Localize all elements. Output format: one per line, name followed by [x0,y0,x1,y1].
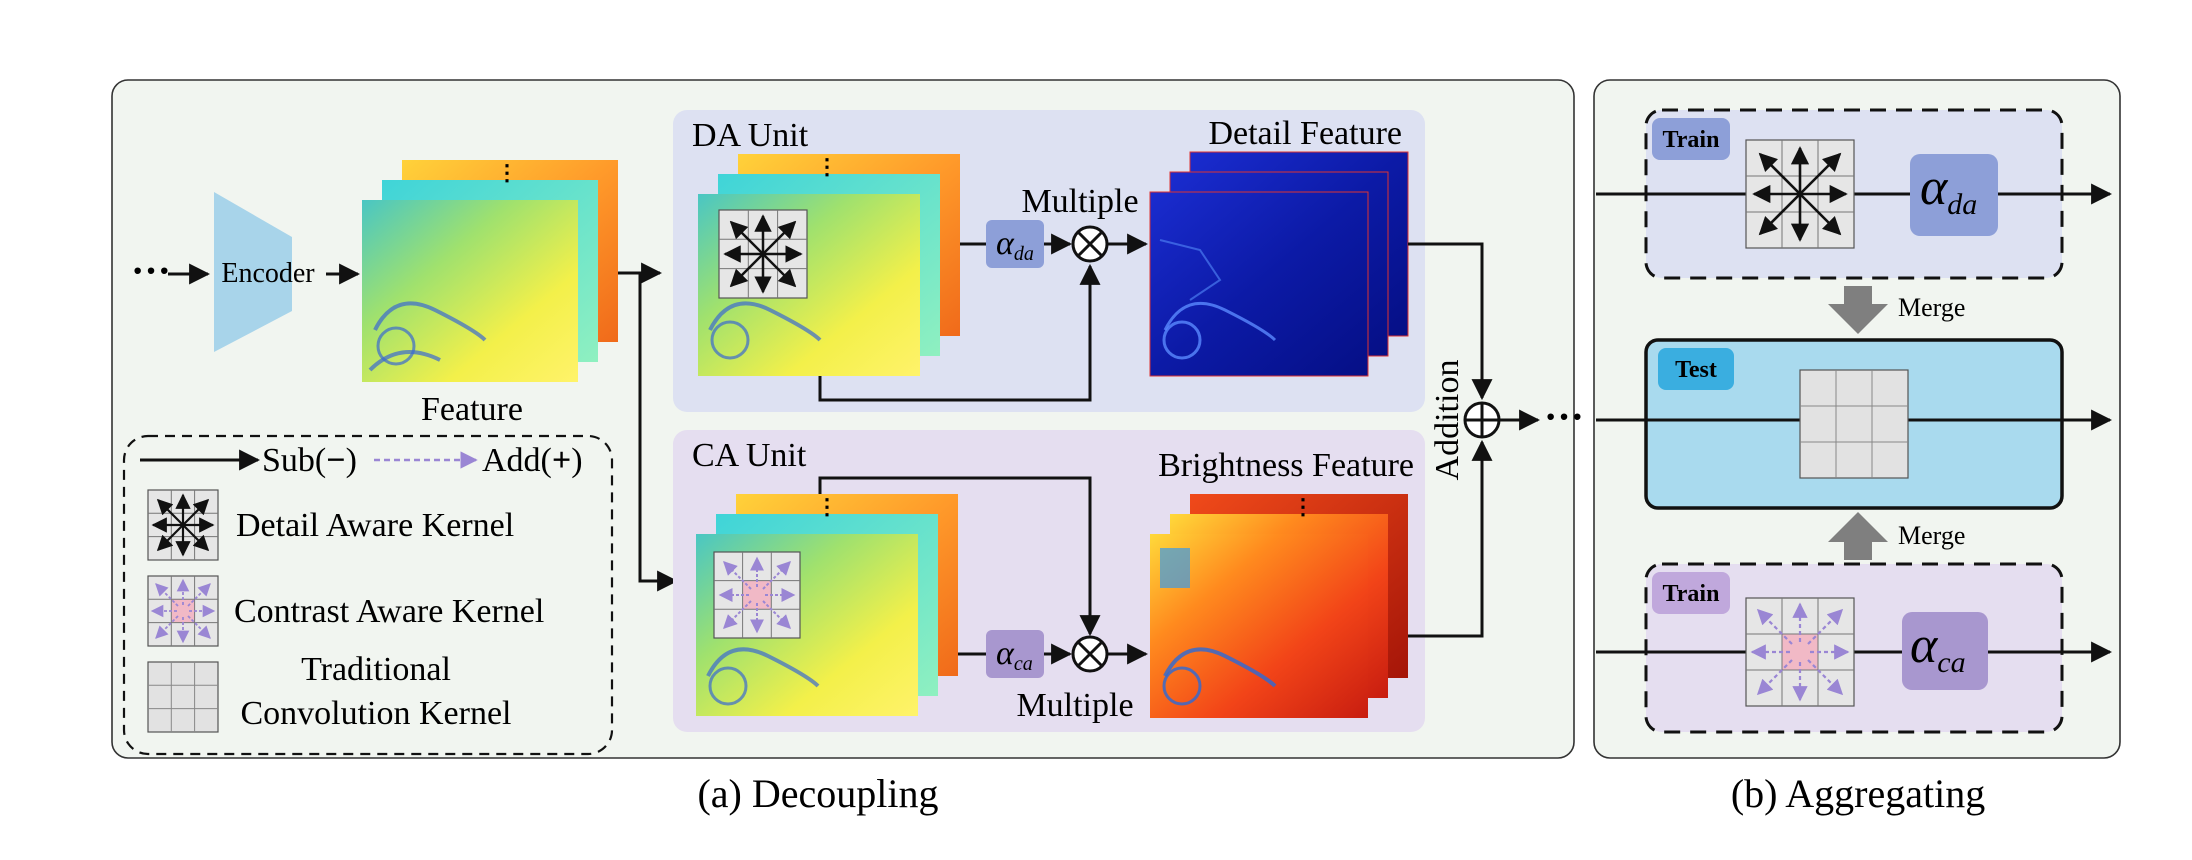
legend-contrast-kernel-icon [147,575,219,647]
svg-text:⋮: ⋮ [496,160,518,185]
addition-operator [1463,401,1501,439]
brightness-feature-stack: ⋮ [1150,494,1408,718]
alpha-da-symbol: α [996,225,1015,262]
feature-label: Feature [421,391,523,428]
legend-traditional-kernel-line2: Convolution Kernel [240,695,511,732]
alpha-ca-symbol: α [996,635,1015,672]
brightness-feature-label: Brightness Feature [1158,447,1414,484]
alpha-ca-block: αca [986,630,1044,678]
detail-to-addition-arrow [1408,242,1493,401]
input-ellipsis: ··· [131,248,171,293]
svg-text:Sub(−): Sub(−) [262,442,357,479]
train-ca-alpha-subscript: ca [1937,646,1965,679]
ca-multiply-operator [1071,635,1109,673]
train-da-alpha: α [1920,159,1949,216]
merge-down-arrow [1828,286,1888,334]
legend-traditional-kernel-line1: Traditional [301,651,451,688]
ca-multiple-label: Multiple [1016,687,1133,724]
encoder-label: Encoder [221,258,315,289]
train-ca-alpha: α [1910,617,1939,674]
feature-to-ca-arrow [638,273,679,592]
merge-up-arrow [1828,512,1888,560]
train-ca-kernel-icon [1745,597,1855,707]
svg-text:Add(+): Add(+) [482,442,583,479]
ca-skip-connection [818,476,1101,637]
da-kernel-icon [718,209,808,299]
train-ca-badge: Train [1663,581,1720,607]
svg-text:αda: αda [996,225,1034,265]
legend-detail-kernel-label: Detail Aware Kernel [236,507,514,544]
aggregating-caption: (b) Aggregating [1731,771,1985,816]
detail-feature-stack [1149,151,1409,377]
test-box: Test [1596,338,2113,510]
alpha-da-subscript: da [1014,243,1034,265]
legend-sub-symbol: − [326,442,345,479]
ca-kernel-icon [713,551,801,639]
brightness-to-addition-arrow [1408,439,1493,638]
svg-text:αca: αca [996,635,1033,675]
da-multiple-label: Multiple [1021,183,1138,220]
test-kernel-icon [1799,369,1909,479]
svg-text:⋮: ⋮ [816,154,838,179]
legend-sub-label: Sub( [262,442,326,479]
legend-add-label: Add( [482,442,552,479]
train-da-badge: Train [1663,127,1720,153]
da-multiply-operator [1071,225,1109,263]
output-ellipsis: ··· [1544,394,1584,439]
feature-map-stack: ⋮ [362,160,618,382]
legend-detail-kernel-icon [147,489,219,561]
legend-add-close: ) [571,442,582,479]
alpha-da-block: αda [986,220,1044,268]
train-ca-box: Train αca [1596,562,2113,734]
encoder-block: Encoder [214,192,315,352]
alpha-ca-subscript: ca [1014,653,1033,675]
legend-sub-close: ) [346,442,357,479]
legend-add-symbol: + [552,442,571,479]
legend-contrast-kernel-label: Contrast Aware Kernel [234,593,544,630]
svg-text:αca: αca [1910,617,1966,679]
svg-text:αda: αda [1920,159,1977,221]
merge-top-label: Merge [1898,293,1965,322]
svg-text:⋮: ⋮ [1292,494,1314,519]
train-da-kernel-icon [1745,139,1855,249]
test-badge: Test [1675,357,1717,383]
legend: Sub(−) Add(+) Detail Aware Kernel [122,434,614,756]
merge-bottom-label: Merge [1898,521,1965,550]
ca-unit-title: CA Unit [692,437,807,474]
decoupling-caption: (a) Decoupling [697,771,938,816]
svg-text:⋮: ⋮ [816,494,838,519]
da-unit: DA Unit Detail Feature ⋮ αda [673,110,1425,412]
da-unit-title: DA Unit [692,117,809,154]
addition-label: Addition [1429,360,1466,481]
train-da-box: Train αda [1596,108,2113,280]
detail-feature-label: Detail Feature [1208,115,1402,152]
da-skip-connection [818,263,1101,402]
legend-traditional-kernel-icon [147,661,219,733]
train-da-alpha-subscript: da [1947,188,1977,221]
ca-unit: CA Unit Brightness Feature ⋮ αca [673,430,1425,732]
